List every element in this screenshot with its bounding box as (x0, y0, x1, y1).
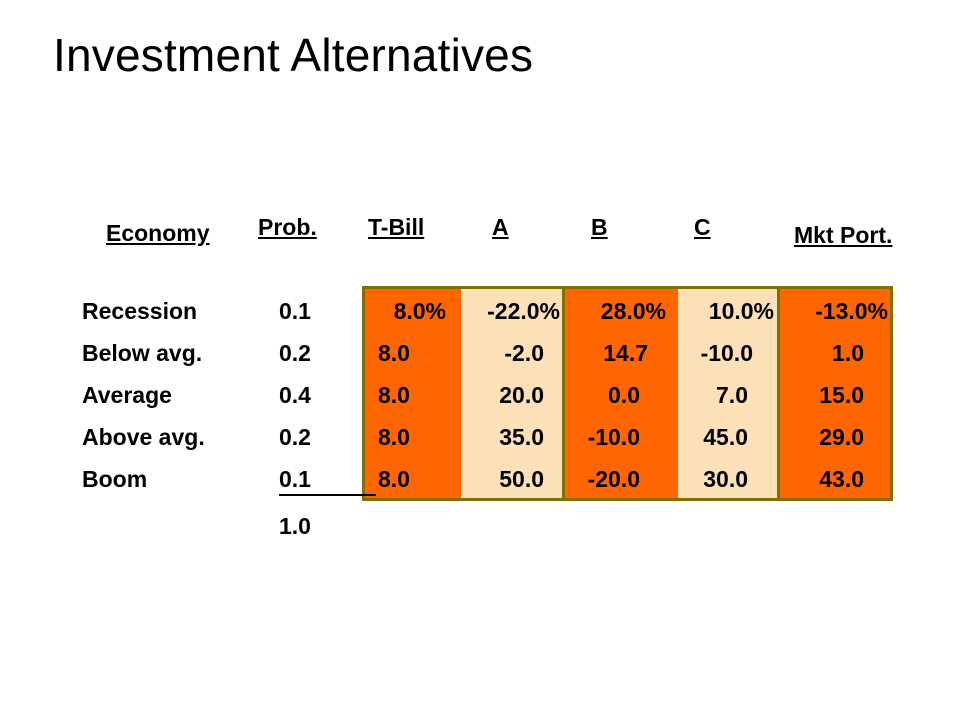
b-cell: 28.0% (600, 298, 666, 324)
prob-cell: 0.2 (279, 340, 311, 366)
column-divider (777, 287, 780, 500)
mkt-cell: 1.0 (832, 340, 864, 366)
a-cell: 50.0 (499, 466, 544, 492)
c-cell: 45.0 (703, 424, 748, 450)
a-cell: -22.0% (487, 298, 560, 324)
header-economy: Economy (106, 220, 210, 246)
b-column-band (564, 287, 678, 499)
mkt-cell: 29.0 (819, 424, 864, 450)
prob-total: 1.0 (279, 513, 311, 539)
tbill-cell: 8.0% (393, 298, 446, 324)
c-cell: 30.0 (703, 466, 748, 492)
c-column-band (678, 287, 779, 499)
row-label-above-avg: Above avg. (82, 424, 205, 450)
tbill-cell: 8.0 (378, 340, 410, 366)
mkt-column-band (779, 287, 891, 499)
c-cell: -10.0 (700, 340, 753, 366)
header-b: B (591, 214, 608, 240)
b-cell: 14.7 (603, 340, 648, 366)
a-cell: -2.0 (504, 340, 544, 366)
row-label-boom: Boom (82, 466, 148, 492)
b-cell: 0.0 (608, 382, 640, 408)
tbill-cell: 8.0 (378, 424, 410, 450)
column-divider (562, 287, 565, 500)
prob-cell: 0.4 (279, 382, 311, 408)
mkt-cell: 43.0 (819, 466, 864, 492)
prob-cell: 0.1 (279, 298, 311, 324)
header-a: A (492, 214, 509, 240)
tbill-column-band (364, 287, 461, 499)
c-cell: 7.0 (716, 382, 748, 408)
header-tbill: T-Bill (368, 214, 425, 240)
header-mkt-port: Mkt Port. (794, 222, 893, 248)
a-cell: 20.0 (499, 382, 544, 408)
mkt-cell: -13.0% (815, 298, 888, 324)
page-title: Investment Alternatives (53, 29, 534, 81)
tbill-cell: 8.0 (378, 382, 410, 408)
header-prob: Prob. (258, 214, 317, 240)
header-c: C (694, 214, 711, 240)
row-label-recession: Recession (82, 298, 198, 324)
tbill-cell: 8.0 (378, 466, 410, 492)
prob-cell: 0.2 (279, 424, 311, 450)
a-column-band (461, 287, 564, 499)
row-label-average: Average (82, 382, 172, 408)
sum-underline (279, 494, 376, 496)
prob-cell: 0.1 (279, 466, 311, 492)
row-label-below-avg: Below avg. (82, 340, 203, 366)
mkt-cell: 15.0 (819, 382, 864, 408)
a-cell: 35.0 (499, 424, 544, 450)
c-cell: 10.0% (708, 298, 774, 324)
b-cell: -20.0 (587, 466, 640, 492)
b-cell: -10.0 (587, 424, 640, 450)
